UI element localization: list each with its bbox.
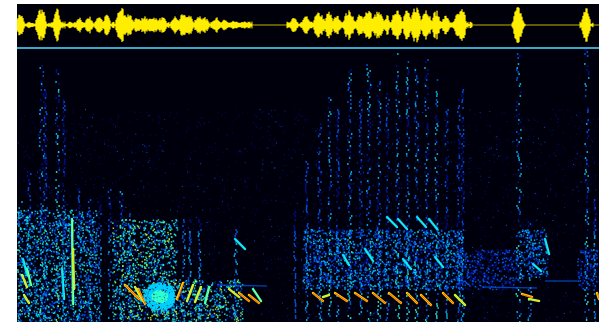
- waveform-plot: [17, 4, 599, 47]
- spectrogram-plot: [17, 49, 599, 322]
- spectrogram-energy: [17, 49, 599, 322]
- waveform-panel: [17, 4, 599, 47]
- audio-viewer: [17, 4, 599, 322]
- spectrogram-panel: [17, 49, 599, 322]
